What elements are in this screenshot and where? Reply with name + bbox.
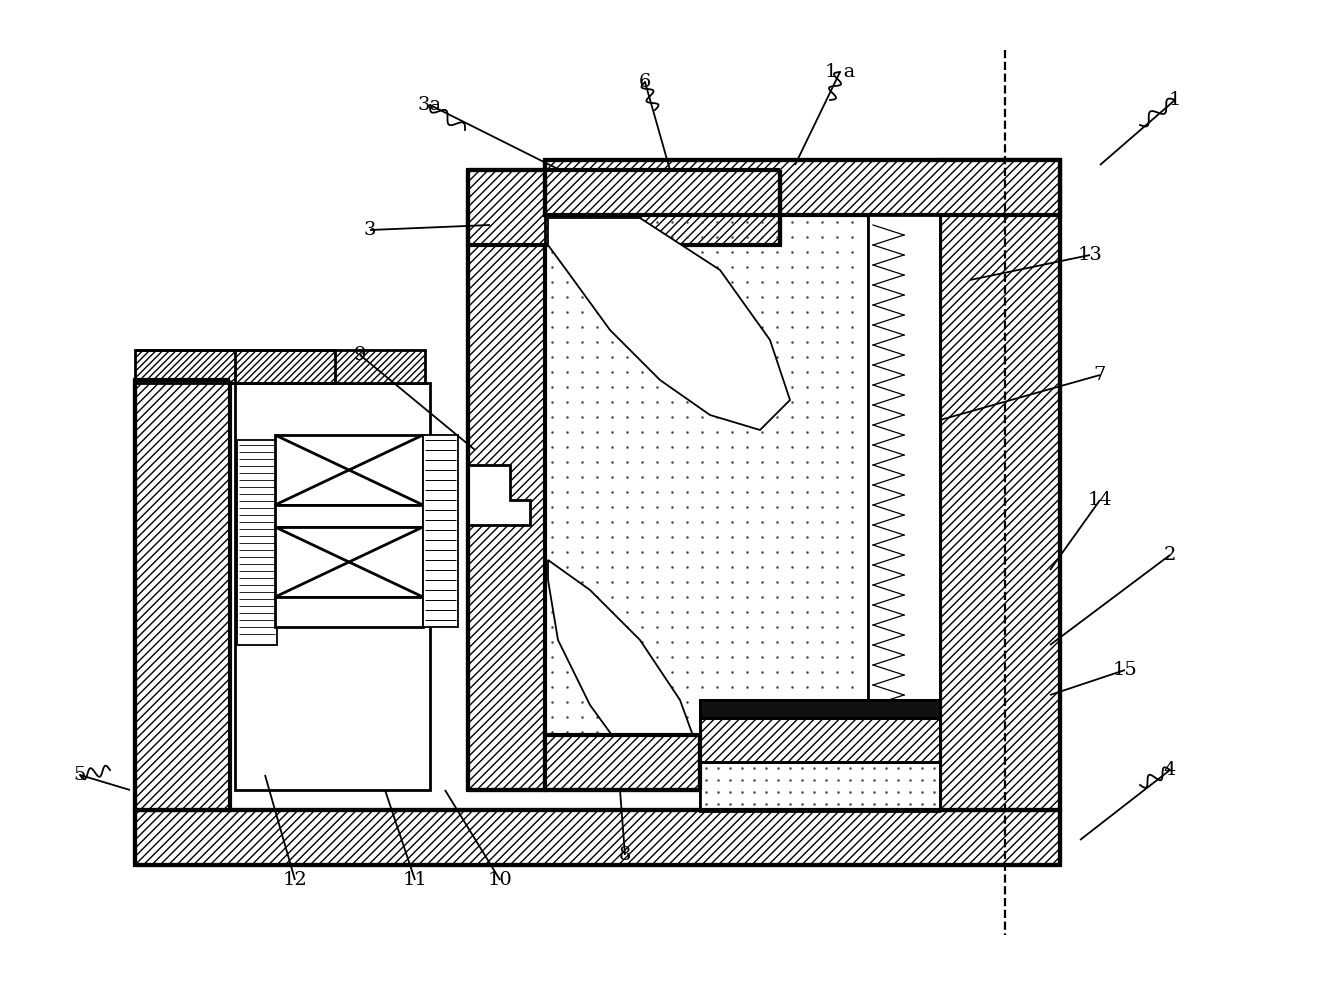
- Text: 14: 14: [1088, 491, 1113, 509]
- Text: 11: 11: [402, 871, 428, 889]
- Text: 2: 2: [1164, 546, 1176, 564]
- Polygon shape: [545, 215, 868, 790]
- Bar: [275, 597, 424, 627]
- Polygon shape: [468, 170, 780, 245]
- Polygon shape: [545, 160, 1059, 215]
- Polygon shape: [700, 718, 941, 762]
- Bar: [275, 435, 424, 505]
- Polygon shape: [468, 465, 530, 525]
- Text: 3a: 3a: [418, 96, 442, 114]
- Text: 10: 10: [488, 871, 513, 889]
- Polygon shape: [235, 383, 430, 790]
- Text: 9: 9: [354, 346, 366, 364]
- Polygon shape: [135, 350, 335, 383]
- Text: 4: 4: [1164, 761, 1176, 779]
- Bar: [424, 435, 458, 627]
- Bar: [236, 440, 277, 645]
- Polygon shape: [941, 160, 1059, 810]
- Polygon shape: [700, 700, 941, 810]
- Text: 8: 8: [619, 846, 631, 864]
- Polygon shape: [700, 700, 941, 718]
- Text: 1 a: 1 a: [824, 63, 855, 81]
- Polygon shape: [235, 350, 425, 383]
- Polygon shape: [468, 210, 545, 790]
- Polygon shape: [700, 762, 941, 812]
- Bar: [275, 505, 424, 527]
- Text: 1: 1: [1169, 91, 1181, 109]
- Text: 15: 15: [1113, 661, 1137, 679]
- Text: 6: 6: [639, 73, 651, 91]
- Text: 5: 5: [73, 766, 87, 784]
- Text: 12: 12: [283, 871, 307, 889]
- Polygon shape: [135, 810, 1059, 865]
- Text: 7: 7: [1094, 366, 1106, 384]
- Polygon shape: [868, 215, 941, 700]
- Polygon shape: [135, 380, 230, 810]
- Text: 3: 3: [363, 221, 377, 239]
- Polygon shape: [548, 560, 700, 785]
- Text: 13: 13: [1078, 246, 1102, 264]
- Polygon shape: [545, 735, 700, 790]
- Polygon shape: [548, 218, 790, 430]
- Bar: [275, 527, 424, 597]
